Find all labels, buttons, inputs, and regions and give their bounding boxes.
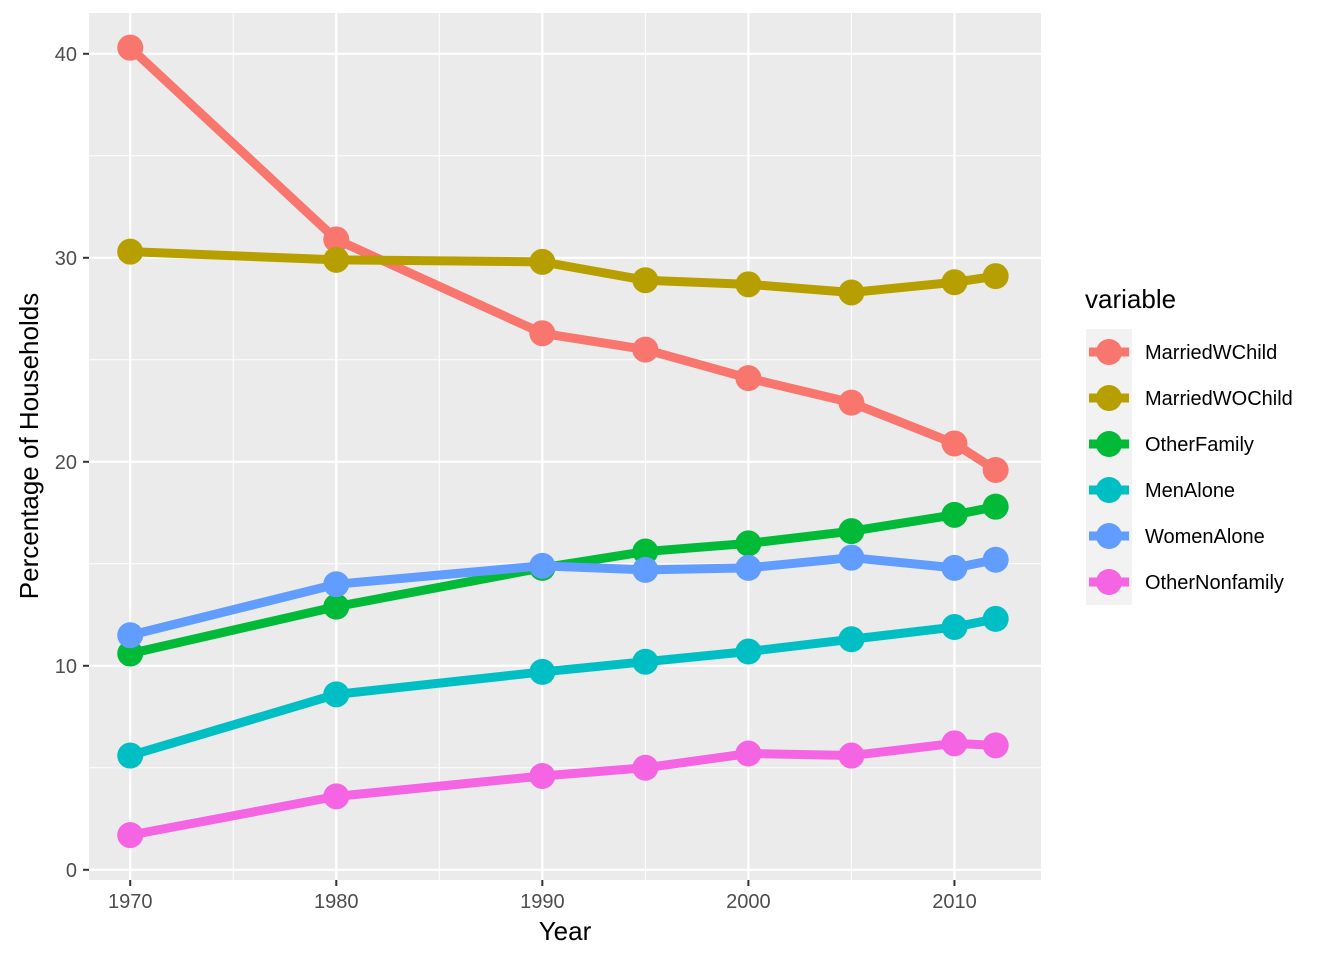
series-line-marriedwchild [125, 43, 1001, 475]
legend-key-point [1096, 339, 1122, 365]
data-point-marriedwchild [941, 430, 968, 457]
series-layer [117, 34, 1009, 849]
legend-key-point [1096, 477, 1122, 503]
x-axis-title: Year [539, 916, 592, 946]
data-point-otherfamily [838, 518, 865, 545]
data-point-marriedwchild [838, 389, 865, 416]
y-tick-label: 30 [55, 248, 77, 270]
series-line-menalone [125, 614, 1001, 761]
data-point-menalone [982, 605, 1009, 632]
series-line-womenalone [125, 553, 1001, 640]
data-point-otherfamily [117, 640, 144, 667]
data-point-menalone [323, 681, 350, 708]
legend-item-otherfamily: OtherFamily [1086, 421, 1254, 467]
data-point-marriedwochild [117, 238, 144, 265]
data-point-menalone [838, 626, 865, 653]
data-point-womenalone [117, 622, 144, 649]
series-otherfamily [117, 493, 1009, 667]
data-point-othernonfamily [982, 732, 1009, 759]
data-point-womenalone [323, 571, 350, 598]
series-marriedwchild [117, 34, 1009, 483]
series-womenalone [117, 544, 1009, 649]
series-marriedwochild [117, 238, 1009, 306]
data-point-marriedwochild [529, 248, 556, 275]
data-point-womenalone [735, 554, 762, 581]
x-tick-label: 1990 [520, 891, 565, 913]
y-tick-label: 20 [55, 452, 77, 474]
data-point-womenalone [838, 544, 865, 571]
legend: variable MarriedWChild MarriedWOChild Othe… [1085, 284, 1293, 605]
series-othernonfamily [117, 730, 1009, 849]
axes: 1970 1980 1990 2000 2010 0 10 20 30 40 [55, 44, 977, 913]
data-point-marriedwchild [323, 226, 350, 253]
x-tick-label: 2010 [932, 891, 977, 913]
data-point-othernonfamily [529, 762, 556, 789]
legend-item-marriedwochild: MarriedWOChild [1086, 375, 1293, 421]
data-point-otherfamily [982, 493, 1009, 520]
data-point-menalone [117, 742, 144, 769]
legend-key-point [1096, 385, 1122, 411]
data-point-menalone [529, 658, 556, 685]
data-point-womenalone [632, 556, 659, 583]
series-line-marriedwochild [125, 247, 1001, 297]
data-point-marriedwochild [323, 246, 350, 273]
data-point-womenalone [941, 554, 968, 581]
legend-key-point [1096, 431, 1122, 457]
legend-item-othernonfamily: OtherNonfamily [1086, 559, 1284, 605]
data-point-otherfamily [323, 593, 350, 620]
data-point-othernonfamily [323, 783, 350, 810]
legend-item-womenalone: WomenAlone [1086, 513, 1265, 559]
legend-label: MarriedWChild [1145, 342, 1277, 364]
data-point-marriedwochild [982, 263, 1009, 290]
data-point-marriedwochild [735, 271, 762, 298]
legend-item-marriedwchild: MarriedWChild [1086, 329, 1277, 375]
data-point-marriedwochild [838, 279, 865, 306]
data-point-marriedwochild [941, 269, 968, 296]
data-point-otherfamily [941, 501, 968, 528]
legend-label: OtherNonfamily [1145, 572, 1284, 594]
legend-label: WomenAlone [1145, 526, 1265, 548]
data-point-womenalone [982, 546, 1009, 573]
x-tick-label: 1980 [314, 891, 359, 913]
data-point-othernonfamily [838, 742, 865, 769]
series-line-otherfamily [125, 502, 1001, 659]
data-point-menalone [941, 614, 968, 641]
legend-key-point [1096, 569, 1122, 595]
series-line-othernonfamily [125, 738, 1001, 840]
y-tick-label: 0 [66, 860, 77, 882]
data-point-marriedwochild [632, 267, 659, 294]
legend-item-menalone: MenAlone [1086, 467, 1235, 513]
data-point-marriedwchild [117, 34, 144, 61]
data-point-othernonfamily [735, 740, 762, 767]
data-point-otherfamily [632, 538, 659, 565]
data-point-othernonfamily [941, 730, 968, 757]
legend-label: MenAlone [1145, 480, 1235, 502]
y-tick-label: 10 [55, 656, 77, 678]
legend-key-point [1096, 523, 1122, 549]
series-menalone [117, 605, 1009, 769]
y-tick-label: 40 [55, 44, 77, 66]
legend-label: MarriedWOChild [1145, 388, 1293, 410]
data-point-womenalone [529, 552, 556, 579]
data-point-menalone [632, 648, 659, 675]
legend-title: variable [1085, 284, 1176, 314]
x-tick-label: 1970 [108, 891, 153, 913]
data-point-marriedwchild [982, 456, 1009, 483]
legend-label: OtherFamily [1145, 434, 1254, 456]
x-tick-label: 2000 [726, 891, 771, 913]
data-point-marriedwchild [529, 320, 556, 347]
data-point-otherfamily [735, 530, 762, 557]
data-point-marriedwchild [735, 365, 762, 392]
data-point-menalone [735, 638, 762, 665]
data-point-othernonfamily [117, 822, 144, 849]
y-axis-title: Percentage of Households [14, 293, 44, 599]
data-point-othernonfamily [632, 754, 659, 781]
data-point-marriedwchild [632, 336, 659, 363]
